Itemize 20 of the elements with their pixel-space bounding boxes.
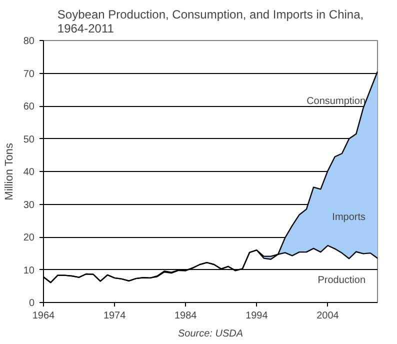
y-axis-title: Million Tons: [3, 142, 16, 200]
x-tick-label: 1974: [103, 310, 126, 322]
y-tick-label: 80: [23, 36, 35, 47]
y-tick-label: 60: [23, 102, 35, 112]
source-note: Source: USDA: [178, 328, 244, 340]
y-tick-label: 70: [23, 68, 35, 80]
series-label: Consumption: [306, 96, 366, 108]
x-tick-label: 1994: [246, 310, 268, 322]
y-tick-label: 50: [23, 134, 35, 146]
annotation: Imports: [332, 212, 366, 223]
x-tick-label: 2004: [316, 310, 340, 322]
y-tick-label: 0: [28, 298, 35, 309]
chart-title: Soybean Production, Consumption, and Imports in China, 1964-2011: [57, 8, 364, 36]
y-tick-label: 20: [23, 232, 35, 244]
y-tick-label: 10: [23, 265, 35, 276]
text: Production: [318, 274, 366, 286]
y-tick-label: 40: [23, 167, 35, 178]
x-tick-label: 1964: [32, 310, 56, 322]
y-tick-label: 30: [23, 200, 35, 211]
x-tick-label: 1984: [174, 310, 198, 322]
